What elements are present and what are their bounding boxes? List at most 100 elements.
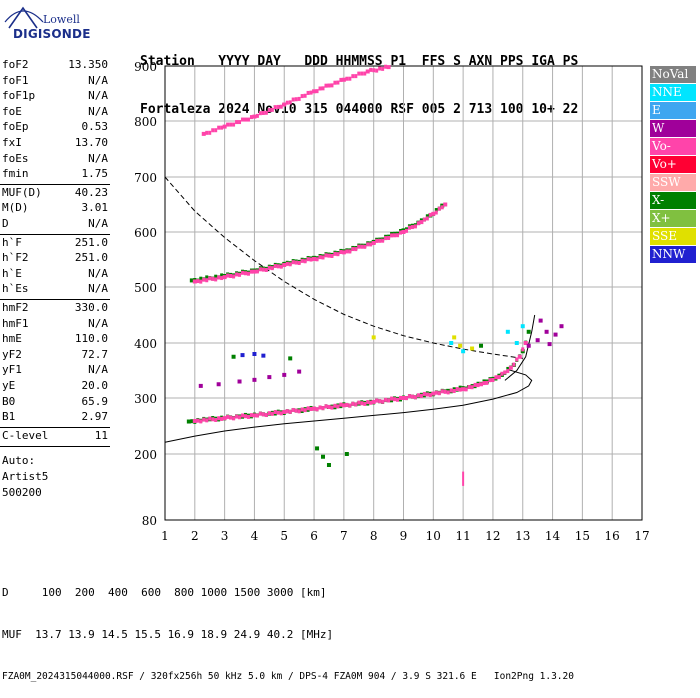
trace-point [192,279,197,284]
trace-point [231,354,236,359]
auto-line2: Artist5 [2,470,49,484]
trace-point [205,130,209,135]
param-value: N/A [88,217,108,230]
x-tick-label: 6 [310,529,318,543]
param-name: fmin [2,167,29,181]
trace-point [232,416,236,421]
trace-point [366,400,370,405]
trace-point [276,264,280,269]
legend-item: NoVal [650,66,696,83]
x-tick-label: 15 [575,529,590,543]
trace-point [372,68,376,73]
trace-point [330,253,334,258]
y-tick-label: 200 [134,448,157,462]
trace-point [214,128,218,133]
trace-point [425,392,429,397]
trace-point [345,249,349,254]
trace-point [365,69,370,74]
trace-point [220,276,224,281]
trace-point [270,411,274,416]
trace-point [371,399,376,404]
trace-point [261,267,265,272]
trace-point [276,410,280,415]
trace-point [226,414,230,419]
y-tick-label: 800 [134,115,157,129]
param-name: B1 [2,410,16,424]
trace-point [297,96,301,101]
param-value: 251.0 [74,235,108,249]
trace-point [229,274,233,278]
trace-point [303,93,307,98]
param-value: 11 [94,428,108,442]
trace-point [470,385,474,390]
trace-point [201,131,206,136]
param-name: fxI [2,136,22,149]
trace-point [416,221,420,226]
y-tick-label: 600 [134,226,157,240]
trace-point [559,324,564,329]
x-tick-label: 1 [161,529,169,543]
trace-point [339,250,343,255]
trace-point [246,117,250,122]
param-value: 40.23 [74,185,108,199]
station-header: Station YYYY DAY DDD HHMMSS P1 FFS S AXN… [140,22,578,134]
trace-point [535,338,540,343]
trace-point [336,80,340,85]
trace-point [196,279,200,284]
param-value: N/A [88,89,108,103]
y-tick-label: 300 [134,392,157,406]
trace-point [189,278,194,283]
trace-point [357,400,361,405]
trace-point [318,255,322,260]
trace-point [345,402,349,407]
trace-point [285,100,289,105]
trace-point [443,389,447,394]
trace-point [208,130,212,135]
y-tick-label: 80 [142,514,157,528]
trace-point [211,276,215,281]
trace-point [381,399,385,404]
trace-point [279,411,283,416]
trace-point [216,382,221,387]
antenna-icon [4,6,44,29]
y-tick-label: 400 [134,337,157,351]
trace-point [214,418,218,422]
trace-point [288,100,292,105]
trace-point [360,71,364,76]
trace-point [238,272,242,277]
trace-point [452,335,457,340]
trace-point [458,343,463,348]
trace-point [202,417,206,422]
param-name: C-level [2,428,49,442]
trace-point [217,416,221,421]
trace-point [449,388,453,393]
trace-point [237,379,242,384]
param-row: foEs N/A [2,152,108,166]
trace-point [222,416,227,421]
x-tick-label: 14 [545,529,561,543]
legend-item: X+ [650,210,696,227]
trace-point [384,397,388,402]
trace-point [369,67,373,72]
trace-point [205,278,209,283]
trace-point [192,418,197,423]
trace-point [261,353,266,358]
trace-point [431,211,436,216]
trace-point [413,395,417,400]
trace-point [321,86,325,91]
trace-point [344,452,349,456]
trace-point [324,83,328,88]
trace-point [214,274,218,279]
trace-point [354,247,358,252]
trace-point [422,217,426,222]
trace-point [351,247,355,252]
trace-point [330,83,334,88]
trace-point [351,74,355,79]
param-name: foF1p [2,89,36,103]
trace-point [235,120,239,125]
trace-point [318,405,322,410]
x-tick-label: 7 [340,529,348,543]
auto-line3: 500200 [2,486,42,500]
trace-point [341,250,346,255]
trace-point [261,412,265,417]
